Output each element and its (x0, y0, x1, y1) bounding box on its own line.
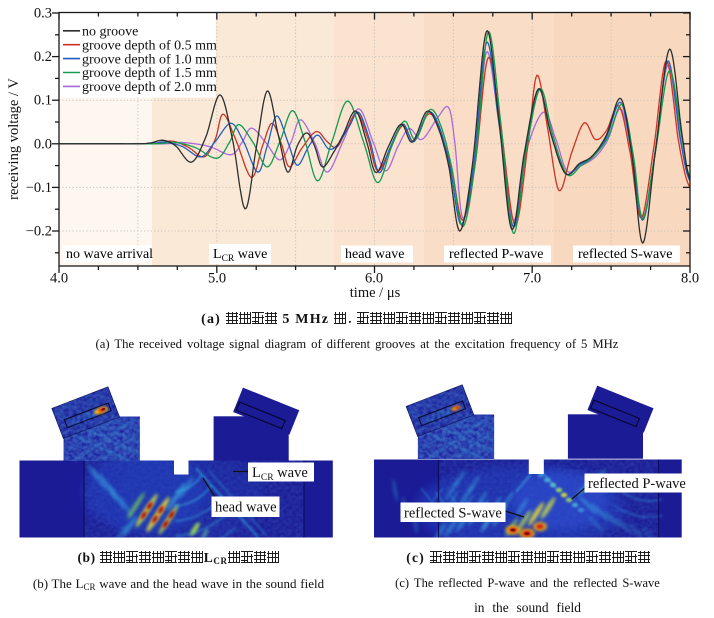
svg-text:0.2: 0.2 (34, 49, 52, 65)
svg-text:groove depth of 0.5 mm: groove depth of 0.5 mm (82, 38, 217, 53)
svg-text:groove depth of 2.0 mm: groove depth of 2.0 mm (82, 80, 217, 95)
svg-text:reflected S-wave: reflected S-wave (404, 506, 502, 522)
svg-text:head wave: head wave (345, 247, 404, 262)
svg-text:0.3: 0.3 (34, 6, 52, 22)
svg-text:0.1: 0.1 (34, 93, 52, 109)
svg-text:5.0: 5.0 (208, 271, 226, 287)
svg-text:6.0: 6.0 (365, 271, 383, 287)
svg-text:no wave arrival: no wave arrival (66, 247, 153, 262)
svg-text:time / μs: time / μs (350, 285, 401, 301)
svg-text:LCR wave: LCR wave (252, 465, 308, 483)
svg-text:receiving voltage / V: receiving voltage / V (6, 78, 22, 200)
svg-text:−0.2: −0.2 (26, 224, 52, 240)
svg-text:8.0: 8.0 (681, 271, 699, 287)
svg-text:7.0: 7.0 (523, 271, 541, 287)
svg-text:0.0: 0.0 (34, 136, 52, 152)
svg-text:reflected P-wave: reflected P-wave (588, 476, 686, 492)
svg-text:reflected P-wave: reflected P-wave (449, 247, 543, 262)
svg-text:LCR wave: LCR wave (213, 247, 267, 264)
svg-text:reflected S-wave: reflected S-wave (578, 247, 672, 262)
svg-text:groove depth of 1.0 mm: groove depth of 1.0 mm (82, 52, 217, 67)
svg-text:4.0: 4.0 (50, 271, 68, 287)
svg-text:groove depth of 1.5 mm: groove depth of 1.5 mm (82, 66, 217, 81)
svg-text:−0.1: −0.1 (26, 180, 52, 196)
svg-text:no groove: no groove (82, 25, 138, 40)
svg-text:head wave: head wave (215, 500, 277, 516)
